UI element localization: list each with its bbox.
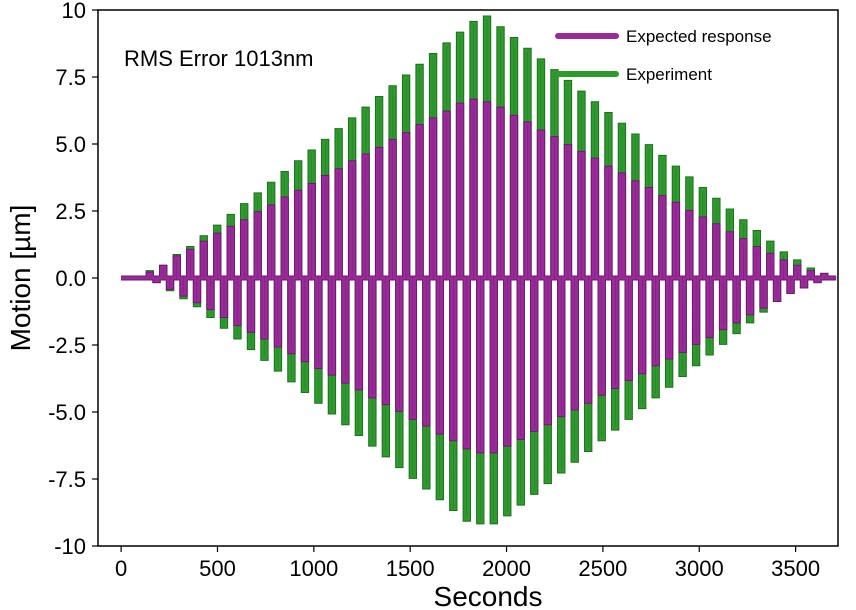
legend-label-expected-response: Expected response	[626, 27, 772, 46]
y-tick-label: -5.0	[48, 400, 86, 425]
x-tick-label: 2500	[578, 556, 627, 581]
axis-ticks: 0 500 1000 1500 2000 2500 3000 3500 10 7.5 5.0 2.5 0…	[48, 0, 820, 581]
y-tick-label: 5.0	[55, 132, 86, 157]
y-tick-label: -2.5	[48, 333, 86, 358]
x-tick-label: 3500	[771, 556, 820, 581]
x-tick-label: 500	[199, 556, 236, 581]
y-tick-label: 0.0	[55, 266, 86, 291]
x-tick-label: 2000	[482, 556, 531, 581]
y-tick-label: 10	[62, 0, 86, 23]
series-expected-response	[121, 99, 837, 453]
legend-label-experiment: Experiment	[626, 65, 712, 84]
legend: Expected response Experiment	[555, 27, 772, 84]
x-axis-title: Seconds	[434, 581, 543, 610]
y-tick-label: -7.5	[48, 467, 86, 492]
x-tick-label: 3000	[675, 556, 724, 581]
x-tick-label: 1500	[386, 556, 435, 581]
y-tick-label: 2.5	[55, 199, 86, 224]
x-tick-label: 0	[115, 556, 127, 581]
y-tick-label: -10	[54, 534, 86, 559]
rms-error-annotation: RMS Error 1013nm	[124, 46, 314, 71]
series-layer	[121, 15, 837, 525]
y-tick-label: 7.5	[55, 65, 86, 90]
x-tick-label: 1000	[289, 556, 338, 581]
y-axis-title: Motion [µm]	[5, 205, 36, 352]
